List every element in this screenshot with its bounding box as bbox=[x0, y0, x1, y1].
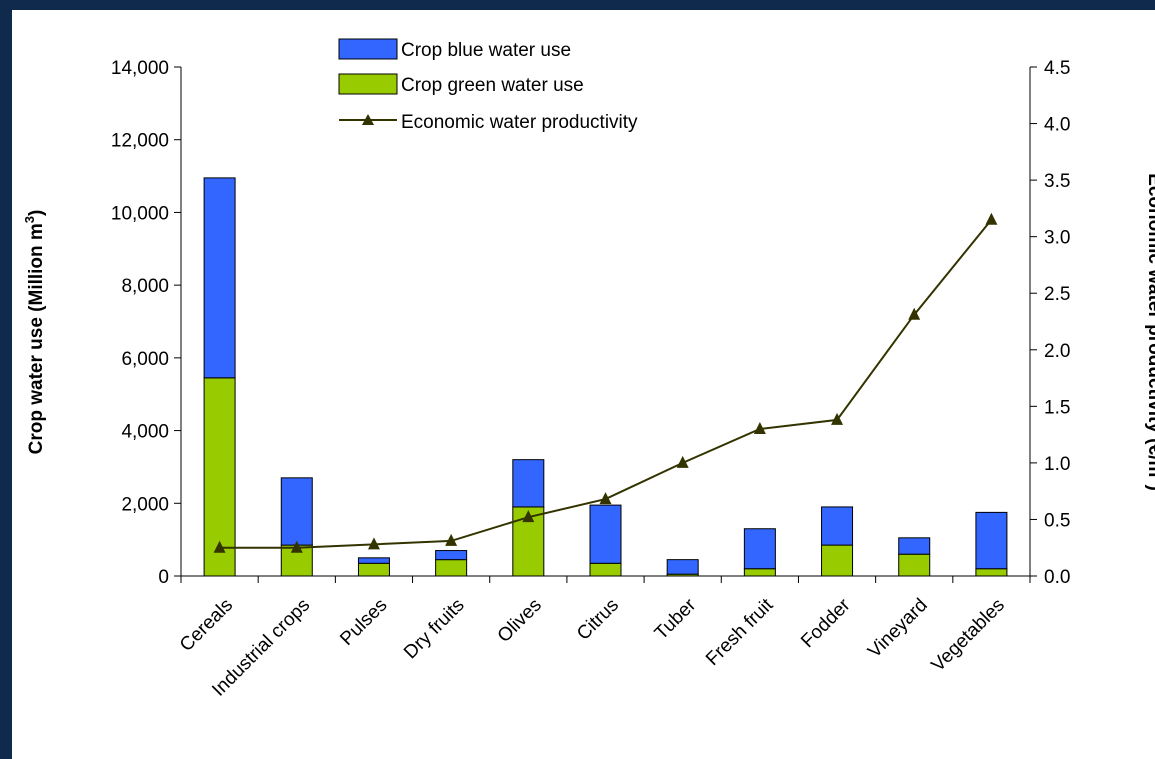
productivity-point bbox=[522, 510, 535, 523]
bar-blue-water bbox=[975, 511, 1008, 570]
y2-tick-label: 4.5 bbox=[1044, 58, 1070, 79]
productivity-point bbox=[599, 492, 612, 505]
y2-axis-title-end: ) bbox=[1144, 484, 1155, 490]
y2-axis-title: Economic water productivity (€/m3) bbox=[1144, 173, 1155, 491]
y-tick-label: 12,000 bbox=[111, 131, 169, 152]
x-tick-label: Dry fruits bbox=[400, 595, 469, 664]
y2-tick-label: 0.5 bbox=[1044, 510, 1070, 531]
legend-label-blue: Crop blue water use bbox=[401, 40, 571, 61]
y2-tick-label: 3.0 bbox=[1044, 228, 1070, 249]
legend-label-green: Crop green water use bbox=[401, 75, 584, 96]
bar-blue-water bbox=[821, 506, 854, 546]
bar-blue-water bbox=[666, 559, 699, 575]
bar-blue-water bbox=[512, 459, 545, 508]
x-tick-label: Fresh fruit bbox=[702, 594, 778, 670]
y-tick-label: 6,000 bbox=[121, 349, 169, 370]
bar-green-water bbox=[589, 562, 622, 577]
y-axis-title: Crop water use (Million m3) bbox=[22, 210, 47, 455]
productivity-point bbox=[908, 307, 921, 320]
x-tick-label: Cereals bbox=[176, 595, 237, 656]
y2-tick-label: 3.5 bbox=[1044, 171, 1070, 192]
bar-blue-water bbox=[898, 537, 931, 555]
productivity-point bbox=[367, 537, 380, 550]
y-tick-label: 8,000 bbox=[121, 276, 169, 297]
y2-tick-label: 1.5 bbox=[1044, 397, 1070, 418]
y2-tick-label: 2.0 bbox=[1044, 341, 1070, 362]
bar-blue-water bbox=[589, 504, 622, 564]
x-tick-label: Tuber bbox=[651, 594, 701, 644]
chart-frame: 0 2,000 4,000 6,000 8,000 10,000 12,000 14,000 0… bbox=[12, 10, 1155, 759]
y2-tick-label: 2.5 bbox=[1044, 284, 1070, 305]
productivity-point bbox=[831, 412, 844, 425]
x-tick-label: Vineyard bbox=[864, 595, 932, 663]
y-tick-label: 0 bbox=[158, 567, 169, 588]
bar-blue-water bbox=[435, 550, 468, 561]
y-axis-title-sup: 3 bbox=[22, 216, 37, 223]
bar-green-water bbox=[975, 568, 1008, 577]
x-tick-label: Vegetables bbox=[928, 595, 1009, 676]
legend-label-productivity: Economic water productivity bbox=[401, 112, 638, 133]
legend-marker-productivity bbox=[362, 114, 374, 125]
y-tick-label: 14,000 bbox=[111, 58, 169, 79]
bar-blue-water bbox=[280, 477, 313, 546]
y-tick-label: 4,000 bbox=[121, 422, 169, 443]
legend: Crop blue water use Crop green water use… bbox=[338, 38, 638, 133]
bar-green-water bbox=[435, 559, 468, 577]
productivity-point bbox=[213, 540, 226, 553]
productivity-point bbox=[676, 455, 689, 468]
x-tick-label: Citrus bbox=[573, 595, 623, 645]
bar-green-water bbox=[743, 568, 776, 577]
chart: 0 2,000 4,000 6,000 8,000 10,000 12,000 14,000 0… bbox=[22, 38, 1155, 701]
axes-layer: 0 2,000 4,000 6,000 8,000 10,000 12,000 14,000 0… bbox=[111, 58, 1071, 701]
bars-layer bbox=[203, 177, 1008, 577]
productivity-point bbox=[753, 421, 766, 434]
productivity-point bbox=[290, 540, 303, 553]
y2-tick-label: 4.0 bbox=[1044, 115, 1070, 136]
y-tick-label: 2,000 bbox=[121, 494, 169, 515]
productivity-point bbox=[985, 212, 998, 225]
bar-green-water bbox=[821, 544, 854, 577]
x-tick-label: Olives bbox=[494, 595, 546, 647]
x-tick-label: Pulses bbox=[336, 595, 391, 650]
bar-blue-water bbox=[743, 528, 776, 570]
legend-swatch-green bbox=[338, 73, 398, 95]
y-axis-title-end: ) bbox=[26, 210, 47, 216]
y-tick-label: 10,000 bbox=[111, 203, 169, 224]
productivity-line-layer bbox=[213, 212, 998, 553]
bar-green-water bbox=[357, 562, 390, 577]
bar-blue-water bbox=[357, 557, 390, 564]
bar-blue-water bbox=[203, 177, 236, 379]
legend-swatch-blue bbox=[338, 38, 398, 60]
y2-tick-label: 0.0 bbox=[1044, 567, 1070, 588]
bar-green-water bbox=[898, 553, 931, 577]
x-tick-label: Fodder bbox=[797, 594, 855, 652]
y2-tick-label: 1.0 bbox=[1044, 454, 1070, 475]
productivity-point bbox=[445, 533, 458, 546]
